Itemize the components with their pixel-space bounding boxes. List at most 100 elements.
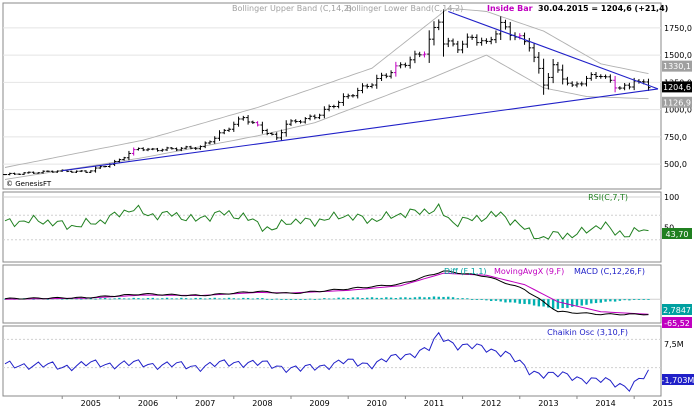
macd-histogram-bar: [118, 297, 121, 300]
macd-histogram-bar: [547, 299, 550, 308]
macd-histogram-bar: [323, 298, 326, 300]
bollinger-value-text: 1330,1: [663, 62, 691, 71]
price-bar: [284, 120, 289, 137]
price-bar: [341, 93, 346, 106]
price-bar: [260, 121, 265, 134]
macd-histogram-bar: [65, 298, 69, 300]
price-bar: [274, 132, 279, 140]
macd-histogram-bar: [413, 297, 417, 300]
chaikin-line: [4, 331, 649, 393]
macd-histogram-bar: [632, 299, 636, 300]
rsi-value-text: 43,70: [666, 230, 689, 239]
macd-histogram-bar: [232, 298, 235, 300]
price-bar: [331, 104, 336, 109]
macd-histogram-bar: [270, 298, 274, 300]
macd-histogram-bar: [60, 298, 64, 300]
rsi-value-badge: [662, 228, 692, 239]
macd-histogram-bar: [203, 298, 207, 300]
macd-histogram-bar: [366, 297, 369, 300]
macd-histogram-bar: [194, 297, 197, 300]
macd-histogram-bar: [442, 296, 445, 300]
price-bar: [131, 147, 136, 156]
price-bar: [346, 93, 351, 99]
price-bar: [269, 132, 274, 136]
price-bar: [308, 114, 313, 121]
macd-histogram-bar: [532, 299, 536, 306]
x-tick-label: 2006: [138, 399, 158, 408]
price-bar: [74, 170, 79, 174]
bollinger-value-badge: [662, 60, 692, 72]
price-bar: [551, 59, 556, 84]
macd-histogram-bar: [218, 298, 221, 300]
price-bar: [327, 104, 332, 112]
price-badges: 1330,1 1204,6 1126,9: [662, 60, 692, 108]
x-tick-label: 2010: [367, 399, 387, 408]
price-bar: [350, 93, 355, 98]
price-bar: [184, 145, 189, 150]
macd-histogram-bar: [289, 299, 293, 300]
resistance-trendline: [448, 10, 659, 90]
price-bar: [103, 165, 108, 168]
macd-histogram-bar: [165, 297, 169, 300]
rsi-panel-frame: [2, 191, 662, 263]
macd-histogram-bar: [556, 299, 560, 309]
price-value-badge: [662, 81, 692, 93]
macd-histogram-bar: [551, 299, 555, 309]
macd-histogram-bar: [156, 298, 159, 300]
price-panel-frame: [2, 2, 662, 190]
macd-histogram-bar: [342, 297, 345, 300]
macd-histogram-bar: [489, 299, 493, 302]
price-bar: [117, 158, 122, 163]
trendlines: [62, 10, 659, 172]
macd-histogram-bar: [509, 299, 512, 303]
bollinger-bands: [4, 7, 649, 180]
price-bar: [303, 117, 308, 124]
price-bar: [613, 75, 618, 93]
price-gridlines: [3, 27, 661, 165]
price-bar: [50, 170, 55, 173]
price-bar: [355, 87, 360, 99]
price-bar: [474, 34, 479, 46]
price-bar: [427, 30, 432, 63]
price-bar: [265, 128, 270, 136]
price-bar: [93, 166, 98, 173]
price-bar: [231, 121, 236, 132]
price-bar: [336, 100, 341, 109]
macd-histogram-bar: [80, 298, 83, 300]
price-tick-label: 1000,0: [664, 106, 692, 115]
bollinger-value-text: 1126,9: [663, 98, 691, 107]
price-bar: [603, 74, 608, 79]
macd-histogram-bar: [389, 297, 393, 300]
price-bar: [493, 30, 498, 44]
macd-histogram-bar: [304, 299, 307, 300]
price-bar: [255, 121, 260, 127]
price-bar: [3, 173, 7, 176]
price-bar: [532, 42, 537, 63]
price-bar: [288, 119, 293, 126]
price-bar: [41, 170, 46, 174]
macd-histogram-bar: [504, 299, 507, 303]
macd-histogram-bar: [246, 297, 250, 300]
price-bar: [608, 74, 613, 83]
header-quote: 30.04.2015 = 1204,6 (+21,4): [538, 4, 668, 13]
price-bar: [188, 145, 193, 150]
price-tick-label: 1500,0: [664, 51, 692, 60]
price-bar: [436, 19, 441, 31]
price-bar: [126, 150, 131, 161]
macd-histogram-bar: [637, 299, 641, 300]
macd-histogram-bar: [494, 299, 498, 301]
macd-histogram-bar: [523, 299, 526, 304]
price-bar: [617, 86, 622, 90]
price-bar: [560, 64, 565, 85]
price-bar: [55, 170, 60, 173]
macd-histogram-bar: [461, 298, 464, 300]
macd-histogram-bar: [380, 297, 383, 300]
macd-histogram-bar: [447, 296, 450, 300]
price-bar: [98, 165, 103, 169]
macd-histogram-bar: [75, 298, 78, 300]
price-bar: [508, 21, 513, 41]
chaikin-value-badge: [662, 374, 694, 385]
price-bar: [293, 119, 298, 124]
price-bar: [627, 82, 632, 90]
